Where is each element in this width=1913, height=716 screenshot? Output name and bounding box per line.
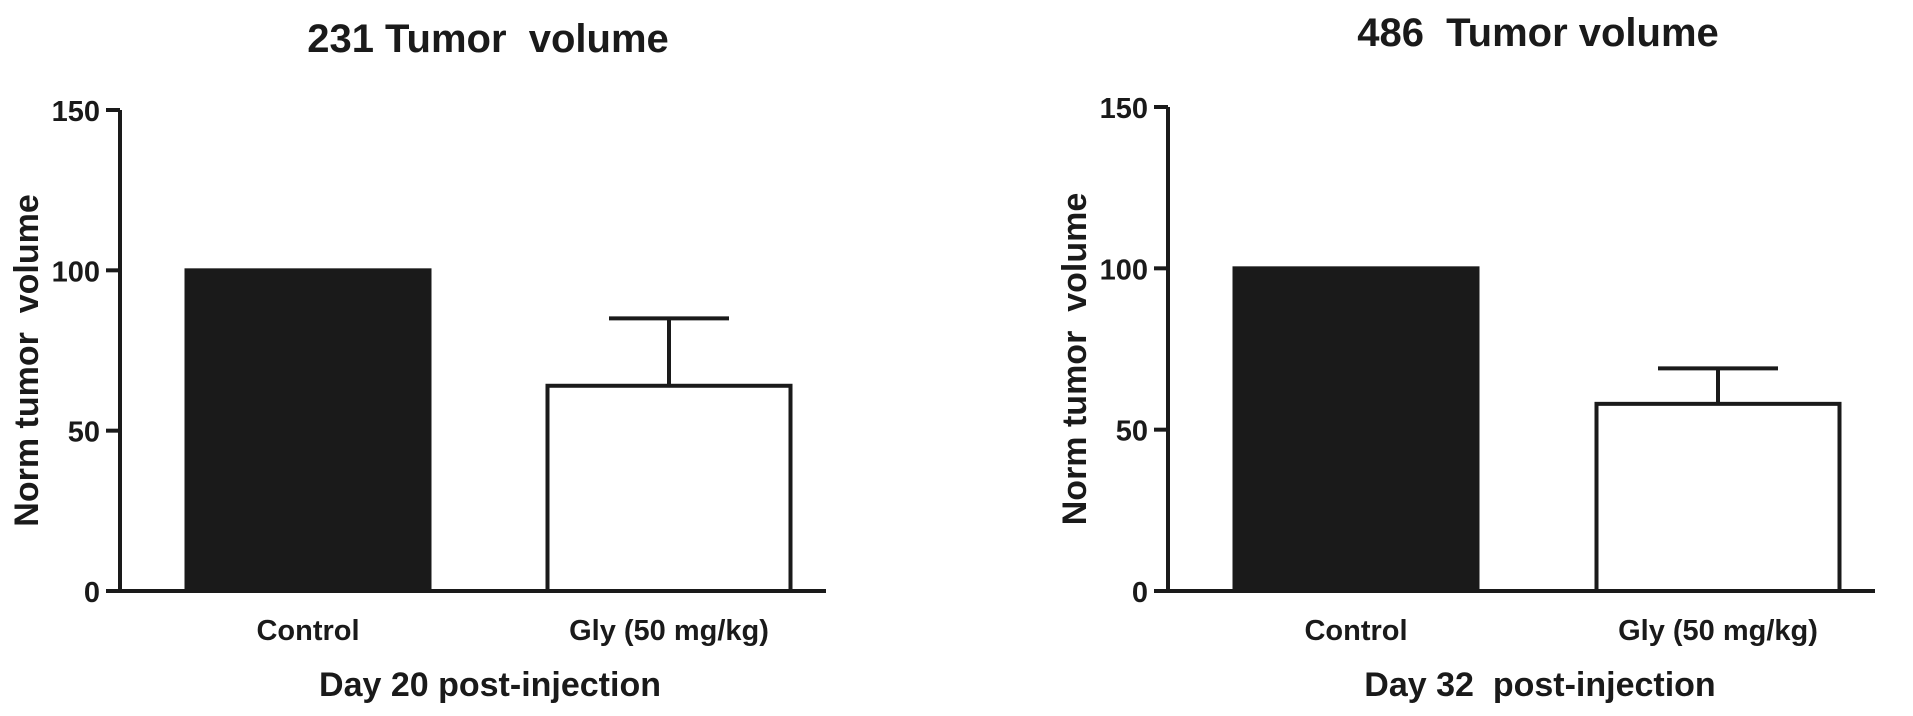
chart-1: 231 Tumor volume 0 50 100 150 Control Gly (50 … bbox=[8, 17, 826, 704]
chart-title: 486 Tumor volume bbox=[1357, 11, 1719, 55]
bar-gly-50-mg-kg bbox=[1594, 401, 1842, 593]
y-tick-label: 150 bbox=[1100, 93, 1148, 125]
y-tick-label: 100 bbox=[52, 256, 100, 288]
y-tick-label: 0 bbox=[1132, 577, 1148, 609]
x-axis-label: Day 32 post-injection bbox=[1364, 666, 1715, 704]
y-tick-label: 50 bbox=[68, 417, 100, 449]
bar-control bbox=[184, 268, 432, 593]
chart-title: 231 Tumor volume bbox=[307, 17, 669, 61]
y-tick-label: 150 bbox=[52, 96, 100, 128]
x-category-label: Control bbox=[256, 615, 359, 647]
bar-gly-50-mg-kg bbox=[545, 383, 793, 594]
x-axis-label: Day 20 post-injection bbox=[319, 666, 661, 704]
chart-2: 486 Tumor volume 0 50 100 150 Control Gly (50 … bbox=[1056, 11, 1875, 704]
x-category-label: Gly (50 mg/kg) bbox=[569, 615, 769, 647]
bar-control bbox=[1232, 266, 1480, 593]
x-category-label: Control bbox=[1304, 615, 1407, 647]
y-tick-label: 100 bbox=[1100, 254, 1148, 286]
y-axis-label: Norm tumor volume bbox=[1056, 193, 1094, 525]
y-tick-label: 0 bbox=[84, 577, 100, 609]
y-tick-label: 50 bbox=[1116, 416, 1148, 448]
x-category-label: Gly (50 mg/kg) bbox=[1618, 615, 1818, 647]
y-axis-label: Norm tumor volume bbox=[8, 194, 46, 526]
